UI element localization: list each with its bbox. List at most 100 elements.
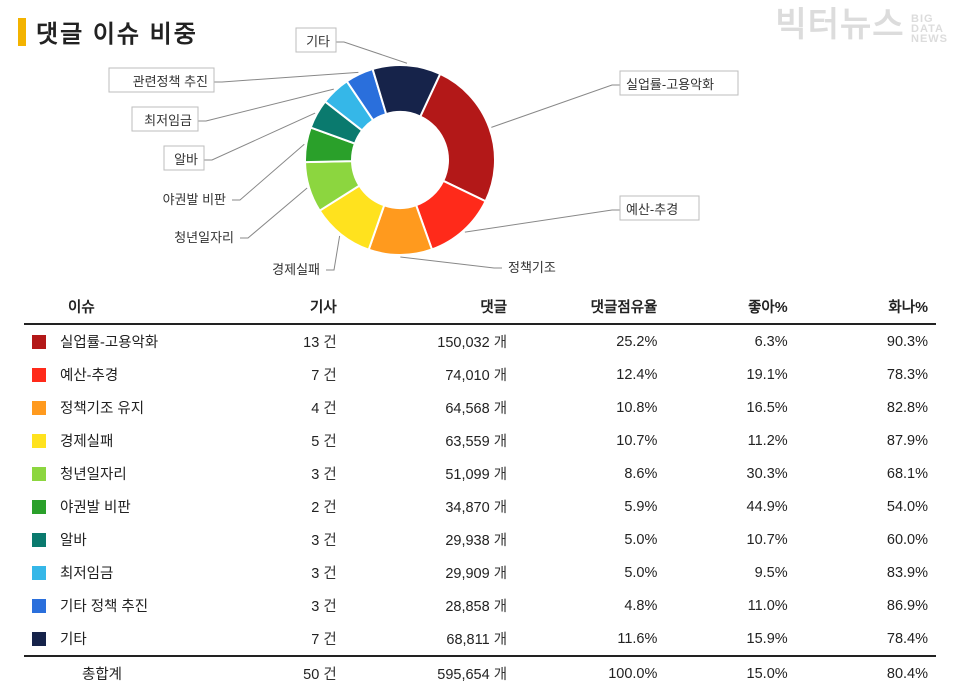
- data-table: 이슈 기사 댓글 댓글점유율 좋아% 화나% 실업률-고용악화13 건150,0…: [24, 290, 936, 690]
- color-swatch: [32, 434, 46, 448]
- leader-line: [336, 42, 407, 63]
- color-swatch: [32, 533, 46, 547]
- cell-issue: 실업률-고용악화: [24, 324, 244, 358]
- watermark-sub: BIG DATA NEWS: [911, 14, 948, 44]
- table-total-row: 총합계50 건595,654 개100.0%15.0%80.4%: [24, 656, 936, 690]
- issue-label: 청년일자리: [60, 467, 127, 483]
- slice-label: 야권발 비판: [163, 192, 226, 207]
- table-row: 실업률-고용악화13 건150,032 개25.2%6.3%90.3%: [24, 324, 936, 358]
- cell-share: 5.0%: [515, 523, 665, 556]
- leader-line: [491, 85, 620, 127]
- cell-like: 6.3%: [665, 324, 795, 358]
- issue-label: 경제실패: [60, 434, 113, 450]
- cell-articles: 7 건: [244, 622, 344, 656]
- cell-angry: 60.0%: [796, 523, 936, 556]
- cell-comments: 51,099 개: [345, 457, 515, 490]
- table-row: 예산-추경7 건74,010 개12.4%19.1%78.3%: [24, 358, 936, 391]
- cell-angry: 86.9%: [796, 589, 936, 622]
- cell-angry: 78.4%: [796, 622, 936, 656]
- issue-label: 최저임금: [60, 566, 113, 582]
- issue-label: 예산-추경: [60, 368, 118, 384]
- leader-line: [204, 113, 315, 160]
- cell-issue: 예산-추경: [24, 358, 244, 391]
- cell-issue: 최저임금: [24, 556, 244, 589]
- cell-like: 9.5%: [665, 556, 795, 589]
- issue-label: 야권발 비판: [60, 500, 131, 516]
- col-like: 좋아%: [665, 290, 795, 324]
- cell-angry: 68.1%: [796, 457, 936, 490]
- cell-like: 15.9%: [665, 622, 795, 656]
- color-swatch: [32, 599, 46, 613]
- cell-share: 11.6%: [515, 622, 665, 656]
- cell-comments: 34,870 개: [345, 490, 515, 523]
- cell-comments: 150,032 개: [345, 324, 515, 358]
- cell-share: 4.8%: [515, 589, 665, 622]
- cell-issue: 기타: [24, 622, 244, 656]
- cell-total-angry: 80.4%: [796, 656, 936, 690]
- col-comments: 댓글: [345, 290, 515, 324]
- cell-issue: 야권발 비판: [24, 490, 244, 523]
- color-swatch: [32, 401, 46, 415]
- cell-comments: 64,568 개: [345, 391, 515, 424]
- cell-total-comments: 595,654 개: [345, 656, 515, 690]
- cell-articles: 5 건: [244, 424, 344, 457]
- issue-label: 알바: [60, 533, 87, 549]
- cell-like: 30.3%: [665, 457, 795, 490]
- cell-comments: 29,938 개: [345, 523, 515, 556]
- issue-label: 실업률-고용악화: [60, 335, 158, 351]
- cell-like: 11.0%: [665, 589, 795, 622]
- slice-label: 경제실패: [272, 262, 320, 277]
- table-row: 기타7 건68,811 개11.6%15.9%78.4%: [24, 622, 936, 656]
- cell-comments: 63,559 개: [345, 424, 515, 457]
- slice-label: 알바: [174, 152, 198, 167]
- cell-comments: 68,811 개: [345, 622, 515, 656]
- cell-issue: 경제실패: [24, 424, 244, 457]
- issue-label: 정책기조 유지: [60, 401, 144, 417]
- cell-like: 19.1%: [665, 358, 795, 391]
- cell-share: 25.2%: [515, 324, 665, 358]
- leader-line: [214, 72, 358, 82]
- col-issue: 이슈: [24, 290, 244, 324]
- cell-comments: 29,909 개: [345, 556, 515, 589]
- slice-label: 청년일자리: [174, 230, 234, 245]
- cell-share: 5.0%: [515, 556, 665, 589]
- cell-articles: 13 건: [244, 324, 344, 358]
- table-row: 알바 3 건29,938 개5.0%10.7%60.0%: [24, 523, 936, 556]
- cell-angry: 78.3%: [796, 358, 936, 391]
- cell-share: 10.7%: [515, 424, 665, 457]
- cell-like: 16.5%: [665, 391, 795, 424]
- cell-angry: 82.8%: [796, 391, 936, 424]
- color-swatch: [32, 566, 46, 580]
- cell-articles: 3 건: [244, 589, 344, 622]
- cell-issue: 기타 정책 추진: [24, 589, 244, 622]
- cell-articles: 3 건: [244, 523, 344, 556]
- table-row: 청년일자리3 건51,099 개8.6%30.3%68.1%: [24, 457, 936, 490]
- slice-label: 실업률-고용악화: [626, 77, 714, 92]
- cell-like: 44.9%: [665, 490, 795, 523]
- cell-total-share: 100.0%: [515, 656, 665, 690]
- slice-label: 예산-추경: [626, 202, 678, 217]
- table-row: 야권발 비판2 건34,870 개5.9%44.9%54.0%: [24, 490, 936, 523]
- table-row: 최저임금3 건29,909 개5.0%9.5%83.9%: [24, 556, 936, 589]
- cell-articles: 3 건: [244, 457, 344, 490]
- cell-comments: 74,010 개: [345, 358, 515, 391]
- col-angry: 화나%: [796, 290, 936, 324]
- slice-label: 관련정책 추진: [133, 74, 208, 89]
- cell-share: 5.9%: [515, 490, 665, 523]
- leader-line: [400, 257, 502, 268]
- donut-svg: 실업률-고용악화예산-추경정책기조경제실패청년일자리야권발 비판알바최저임금관련…: [140, 20, 820, 280]
- leader-line: [240, 188, 307, 238]
- cell-issue: 정책기조 유지: [24, 391, 244, 424]
- cell-issue: 알바: [24, 523, 244, 556]
- title-accent: [18, 18, 26, 46]
- cell-comments: 28,858 개: [345, 589, 515, 622]
- cell-share: 12.4%: [515, 358, 665, 391]
- cell-articles: 2 건: [244, 490, 344, 523]
- cell-issue: 청년일자리: [24, 457, 244, 490]
- cell-like: 10.7%: [665, 523, 795, 556]
- cell-share: 10.8%: [515, 391, 665, 424]
- leader-line: [465, 210, 620, 232]
- data-table-wrap: 이슈 기사 댓글 댓글점유율 좋아% 화나% 실업률-고용악화13 건150,0…: [24, 290, 936, 690]
- table-row: 경제실패5 건63,559 개10.7%11.2%87.9%: [24, 424, 936, 457]
- cell-angry: 83.9%: [796, 556, 936, 589]
